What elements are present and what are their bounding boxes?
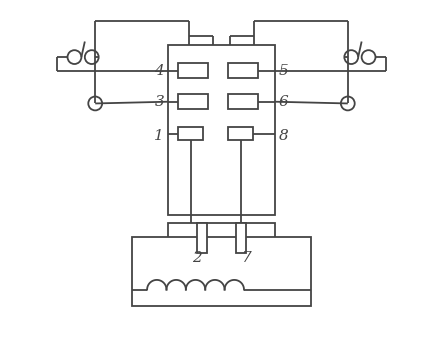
- Text: 5: 5: [279, 64, 289, 78]
- Bar: [178, 94, 208, 109]
- Text: 1: 1: [154, 129, 164, 143]
- Bar: [229, 94, 258, 109]
- Circle shape: [344, 50, 358, 64]
- Text: 4: 4: [154, 64, 164, 78]
- Text: 7: 7: [241, 251, 251, 265]
- Text: 3: 3: [154, 95, 164, 109]
- Bar: [178, 63, 208, 78]
- Bar: [178, 127, 203, 140]
- Circle shape: [361, 50, 376, 64]
- Circle shape: [341, 97, 355, 110]
- Text: 2: 2: [192, 251, 202, 265]
- Bar: [229, 63, 258, 78]
- Bar: [132, 237, 311, 306]
- Bar: [236, 223, 246, 253]
- Circle shape: [67, 50, 82, 64]
- Text: 6: 6: [279, 95, 289, 109]
- Bar: [168, 223, 275, 253]
- Bar: [229, 127, 253, 140]
- Circle shape: [88, 97, 102, 110]
- Circle shape: [85, 50, 99, 64]
- Bar: [168, 45, 275, 215]
- Bar: [197, 223, 207, 253]
- Text: 8: 8: [279, 129, 289, 143]
